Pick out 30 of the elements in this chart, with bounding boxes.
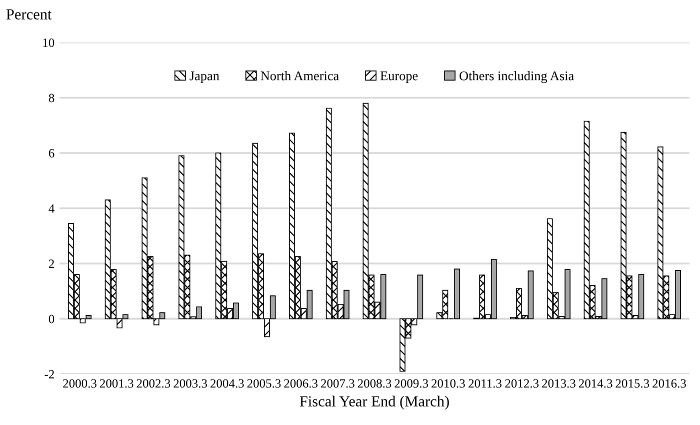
- x-tick-label: 2002.3: [136, 379, 170, 388]
- y-tick-label: 2: [48, 260, 54, 268]
- y-axis-title: Percent: [6, 9, 52, 20]
- x-tick-label: 2003.3: [174, 379, 207, 388]
- legend-label: Japan: [190, 72, 220, 83]
- x-tick-label: 2005.3: [247, 379, 281, 388]
- x-tick-label: 2007.3: [321, 379, 354, 388]
- x-tick-label: 2010.3: [432, 379, 465, 388]
- legend-label: Others including Asia: [460, 71, 574, 84]
- x-tick-label: 2011.3: [468, 379, 502, 388]
- y-tick-label: -2: [44, 370, 54, 378]
- legend-label: Europe: [380, 72, 418, 83]
- x-tick-label: 2008.3: [358, 379, 392, 388]
- x-axis-title: Fiscal Year End (March): [300, 396, 449, 410]
- x-tick-label: 2012.3: [505, 379, 539, 388]
- x-tick-label: 2001.3: [100, 379, 134, 388]
- y-tick-label: 0: [48, 314, 54, 324]
- x-tick-label: 2013.3: [542, 379, 576, 388]
- x-tick-label: 2009.3: [394, 379, 428, 388]
- y-tick-label: 6: [48, 149, 54, 158]
- x-tick-label: 2004.3: [210, 379, 244, 388]
- y-tick-label: 4: [48, 204, 54, 213]
- legend-label: North America: [260, 71, 339, 80]
- x-tick-label: 2000.3: [63, 379, 96, 388]
- x-tick-label: 2016.3: [652, 379, 686, 388]
- y-tick-label: 8: [48, 94, 54, 102]
- x-tick-label: 2014.3: [578, 379, 612, 388]
- x-tick-label: 2015.3: [616, 379, 650, 388]
- y-tick-label: 10: [43, 38, 54, 47]
- x-tick-label: 2006.3: [284, 379, 318, 388]
